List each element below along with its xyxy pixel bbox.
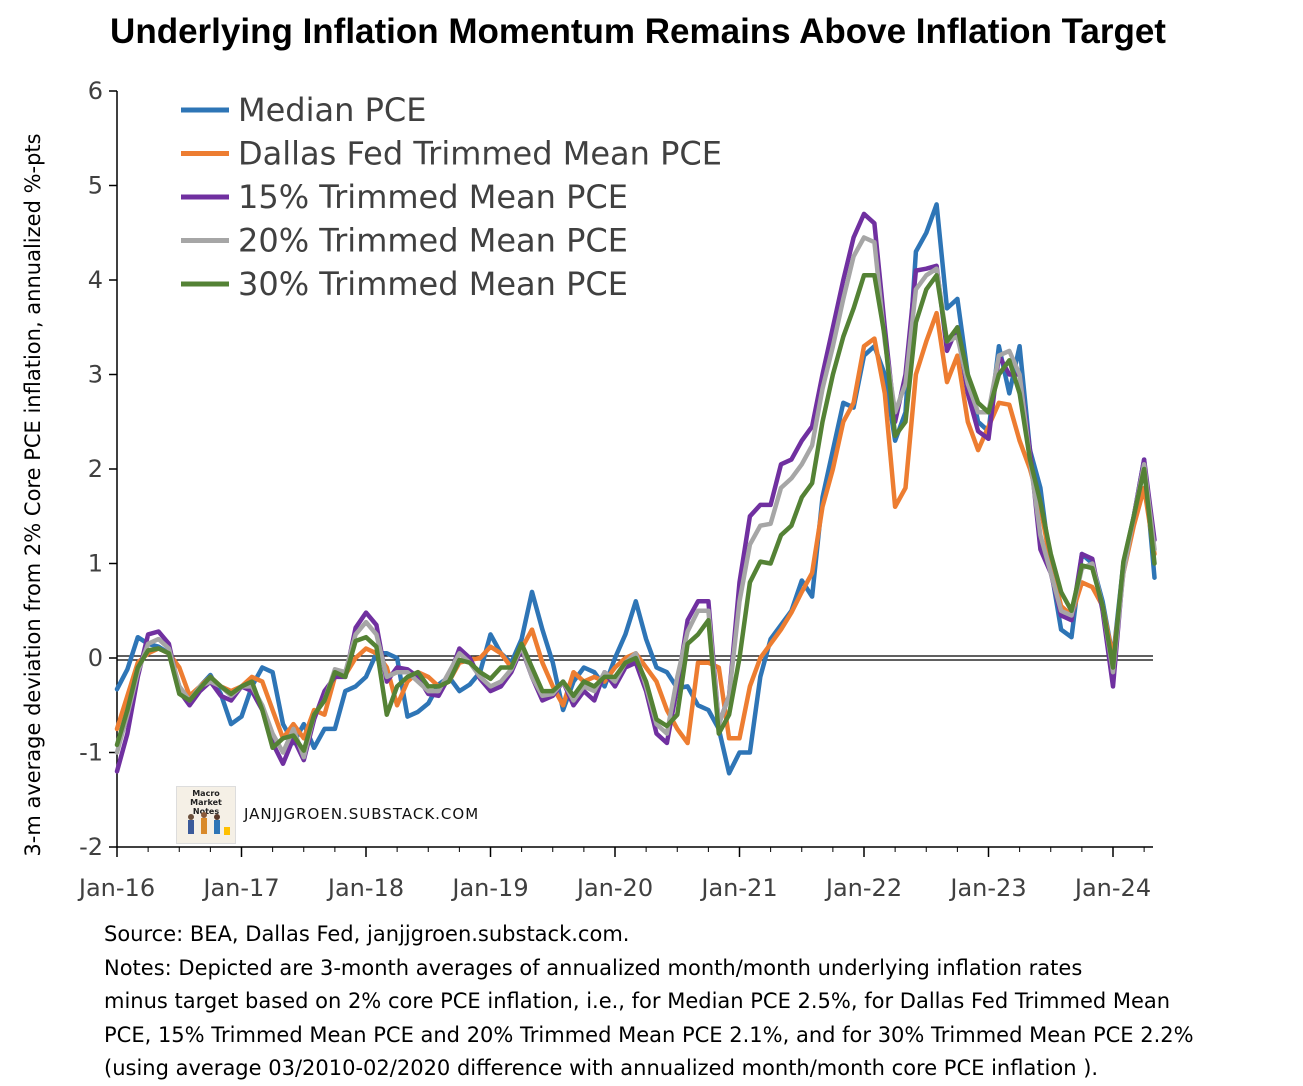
- macro-market-notes-logo: Macro Market Notes: [176, 786, 236, 844]
- chart-axes: -2 -1 0 1 2 3 4 5 6 Jan-16 Jan-17 Jan-18 Jan-19 Jan-2…: [77, 77, 1153, 902]
- x-tick-label: Jan-18: [326, 874, 404, 902]
- chart-legend: Median PCE Dallas Fed Trimmed Mean PCE 15%…: [181, 91, 722, 303]
- x-tick-label: Jan-16: [77, 874, 155, 902]
- y-tick-label: 0: [88, 644, 103, 672]
- y-tick-label: 3: [88, 361, 103, 389]
- legend-label: Dallas Fed Trimmed Mean PCE: [238, 135, 722, 173]
- legend-label: 15% Trimmed Mean PCE: [238, 178, 628, 216]
- notes-line: PCE, 15% Trimmed Mean PCE and 20% Trimme…: [104, 1022, 1194, 1047]
- x-tick-label: Jan-19: [450, 874, 528, 902]
- line-chart: -2 -1 0 1 2 3 4 5 6 Jan-16 Jan-17 Jan-18 Jan-19 Jan-2…: [21, 77, 1157, 902]
- y-tick-label: 2: [88, 455, 103, 483]
- y-tick-label: -1: [79, 739, 103, 767]
- x-tick-label: Jan-21: [699, 874, 777, 902]
- y-axis-label: 3-m average deviation from 2% Core PCE i…: [21, 133, 45, 856]
- chart-notes: Source: BEA, Dallas Fed, janjjgroen.subs…: [104, 918, 1294, 1086]
- x-tick-label: Jan-23: [948, 874, 1026, 902]
- notes-line: Notes: Depicted are 3-month averages of …: [104, 955, 1083, 980]
- x-tick-label: Jan-22: [824, 874, 902, 902]
- series-line-5: [114, 273, 1157, 753]
- legend-label: Median PCE: [238, 91, 426, 129]
- chart-title: Underlying Inflation Momentum Remains Ab…: [110, 12, 1166, 51]
- notes-line: minus target based on 2% core PCE inflat…: [104, 989, 1171, 1013]
- notes-line: (using average 03/2010-02/2020 differenc…: [104, 1056, 1099, 1080]
- logo-text: Macro Market Notes: [190, 789, 222, 816]
- watermark-site: JANJJGROEN.SUBSTACK.COM: [244, 805, 480, 823]
- y-tick-label: 5: [88, 172, 103, 200]
- y-tick-label: -2: [79, 833, 103, 861]
- y-tick-label: 1: [88, 550, 103, 578]
- source-note: Source: BEA, Dallas Fed, janjjgroen.subs…: [104, 922, 630, 946]
- legend-label: 20% Trimmed Mean PCE: [238, 222, 628, 260]
- x-tick-label: Jan-24: [1073, 874, 1151, 902]
- x-tick-label: Jan-17: [201, 874, 279, 902]
- y-tick-label: 4: [88, 266, 103, 294]
- logo-figures-icon: [188, 812, 230, 835]
- legend-label: 30% Trimmed Mean PCE: [238, 265, 628, 303]
- y-tick-label: 6: [88, 77, 103, 105]
- chart-series: [114, 202, 1157, 776]
- x-tick-label: Jan-20: [575, 874, 653, 902]
